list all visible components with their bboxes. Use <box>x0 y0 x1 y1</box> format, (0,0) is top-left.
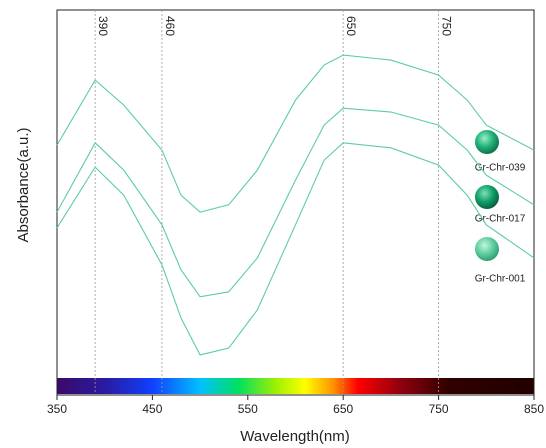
x-tick-label: 850 <box>524 402 544 416</box>
legend-label: Gr-Chr-017 <box>475 214 526 225</box>
reference-label: 650 <box>344 16 358 36</box>
spectrum-bar <box>57 378 534 394</box>
reference-label: 750 <box>439 16 453 36</box>
sample-sphere <box>475 185 499 209</box>
spectrum-line <box>56 107 535 298</box>
x-tick-label: 350 <box>47 402 67 416</box>
legend-label: Gr-Chr-001 <box>475 274 526 285</box>
x-tick-label: 550 <box>238 402 258 416</box>
x-axis-title: Wavelength(nm) <box>240 428 349 445</box>
spectrum-line <box>56 54 535 213</box>
x-tick-label: 750 <box>429 402 449 416</box>
legend-label: Gr-Chr-039 <box>475 163 526 174</box>
sample-sphere <box>475 237 499 261</box>
x-tick-label: 650 <box>333 402 353 416</box>
y-axis-title: Absorbance(a.u.) <box>15 127 32 242</box>
reference-label: 460 <box>163 16 177 36</box>
spectrum-line <box>56 142 535 356</box>
plot-frame <box>56 9 535 396</box>
sample-sphere <box>475 130 499 154</box>
x-tick-label: 450 <box>142 402 162 416</box>
reference-label: 390 <box>96 16 110 36</box>
